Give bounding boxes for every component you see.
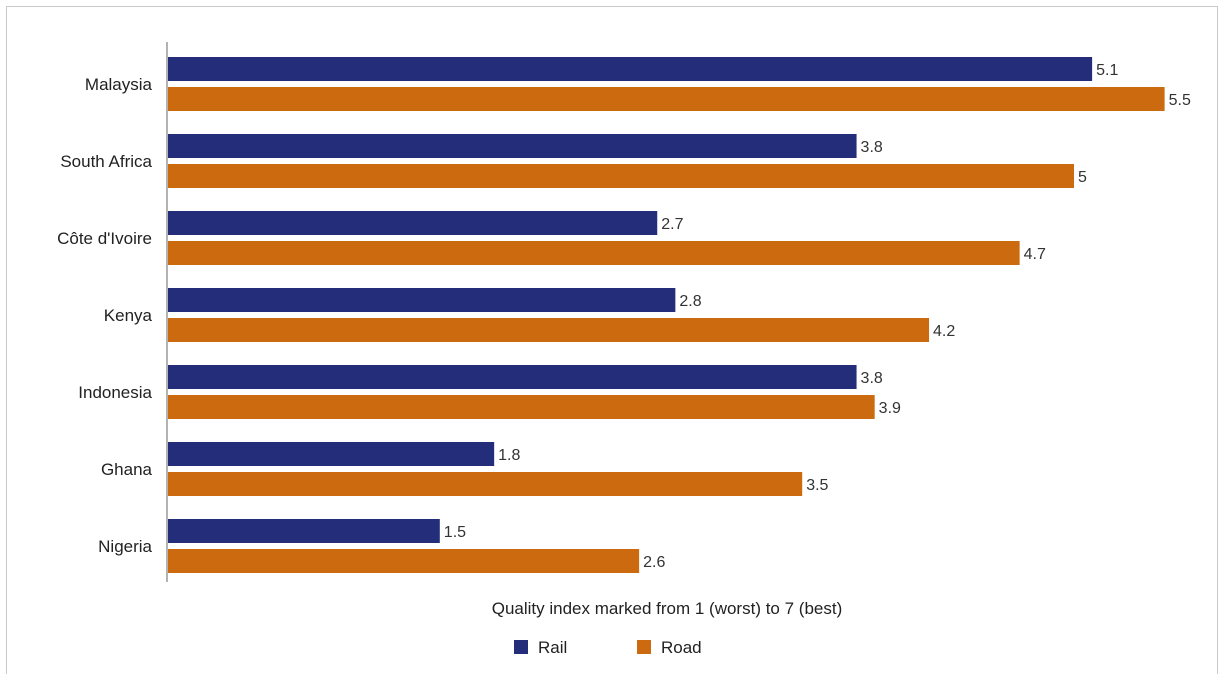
value-label-road-indonesia: 3.9 bbox=[879, 400, 901, 417]
value-label-rail-ghana: 1.8 bbox=[498, 447, 520, 464]
value-label-rail-cote-d-ivoire: 2.7 bbox=[661, 216, 683, 233]
category-label-south-africa: South Africa bbox=[60, 152, 152, 171]
bar-rail-cote-d-ivoire bbox=[168, 211, 658, 235]
bar-rail-indonesia bbox=[168, 365, 857, 389]
bars-group bbox=[168, 57, 1165, 573]
bar-road-nigeria bbox=[168, 549, 640, 573]
bar-rail-ghana bbox=[168, 442, 495, 466]
legend-swatch-rail bbox=[514, 640, 528, 654]
value-label-road-nigeria: 2.6 bbox=[643, 554, 665, 571]
bar-road-ghana bbox=[168, 472, 803, 496]
legend-label-rail: Rail bbox=[538, 638, 567, 657]
value-labels-group: 5.1 5.5 3.8 5 2.7 4.7 2.8 4.2 3.8 3.9 1.8 3.5 1.5 2.6 bbox=[444, 62, 1191, 571]
category-label-indonesia: Indonesia bbox=[78, 383, 152, 402]
value-label-rail-kenya: 2.8 bbox=[679, 293, 701, 310]
bar-rail-malaysia bbox=[168, 57, 1093, 81]
value-label-road-south-africa: 5 bbox=[1078, 169, 1087, 186]
bar-road-south-africa bbox=[168, 164, 1074, 188]
bar-rail-south-africa bbox=[168, 134, 857, 158]
category-label-nigeria: Nigeria bbox=[98, 537, 152, 556]
bar-road-kenya bbox=[168, 318, 930, 342]
value-label-rail-malaysia: 5.1 bbox=[1096, 62, 1118, 79]
legend-swatch-road bbox=[637, 640, 651, 654]
value-label-road-ghana: 3.5 bbox=[806, 477, 828, 494]
bar-rail-kenya bbox=[168, 288, 676, 312]
legend-label-road: Road bbox=[661, 638, 702, 657]
value-label-rail-indonesia: 3.8 bbox=[861, 370, 883, 387]
bar-road-malaysia bbox=[168, 87, 1165, 111]
chart-frame bbox=[6, 6, 1218, 674]
legend: Rail Road bbox=[514, 638, 702, 657]
category-labels-group: Malaysia South Africa Côte d'Ivoire Kenya In… bbox=[57, 75, 152, 556]
value-label-rail-south-africa: 3.8 bbox=[861, 139, 883, 156]
x-axis-label: Quality index marked from 1 (worst) to 7… bbox=[492, 599, 843, 618]
bar-rail-nigeria bbox=[168, 519, 440, 543]
value-label-road-malaysia: 5.5 bbox=[1169, 92, 1191, 109]
category-label-malaysia: Malaysia bbox=[85, 75, 153, 94]
value-label-road-cote-d-ivoire: 4.7 bbox=[1024, 246, 1046, 263]
value-label-rail-nigeria: 1.5 bbox=[444, 524, 466, 541]
category-label-cote-d-ivoire: Côte d'Ivoire bbox=[57, 229, 152, 248]
bar-road-indonesia bbox=[168, 395, 875, 419]
category-label-ghana: Ghana bbox=[101, 460, 153, 479]
value-label-road-kenya: 4.2 bbox=[933, 323, 955, 340]
category-label-kenya: Kenya bbox=[104, 306, 153, 325]
bar-road-cote-d-ivoire bbox=[168, 241, 1020, 265]
